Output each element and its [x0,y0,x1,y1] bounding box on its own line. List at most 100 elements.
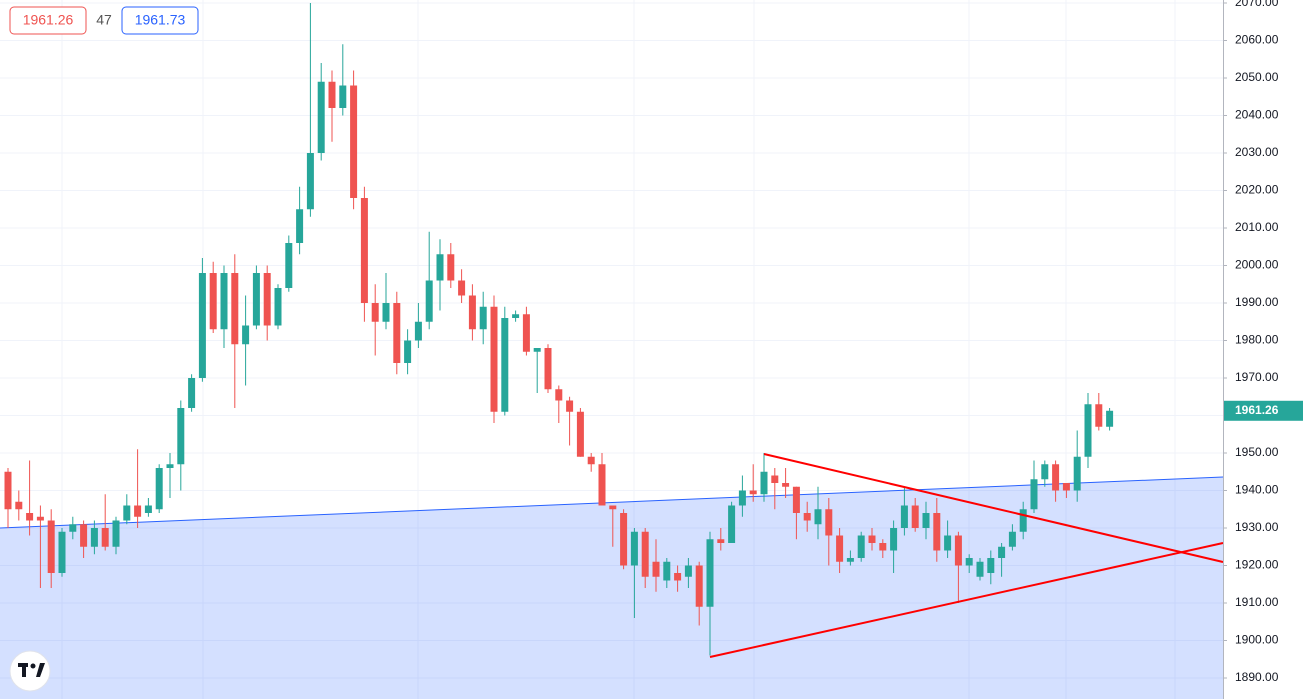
body [231,273,239,345]
body [792,486,800,513]
bid-box [9,6,87,35]
body [911,505,919,528]
body [728,505,736,543]
body [26,513,34,521]
body [371,303,379,322]
ask-box [121,6,199,35]
body [468,295,476,330]
body [695,565,703,607]
y-tick-label: 2020.00 [1235,183,1279,197]
body [339,85,347,108]
body [641,531,649,577]
body [458,280,466,296]
body [868,535,876,543]
body [922,513,930,528]
body [933,513,941,551]
body [134,505,142,517]
price-axis: 1890.00 1900.00 1910.00 1920.00 1930.00 1940.… [1223,0,1279,684]
body [166,464,174,468]
y-tick-label: 2000.00 [1235,258,1279,272]
body [782,483,790,487]
body [1008,531,1016,547]
body [738,490,746,506]
body [717,539,725,543]
trend-line [0,476,1224,529]
body [177,408,185,465]
grid [0,0,1223,699]
last-price-bg [1224,400,1303,421]
y-tick-label: 1980.00 [1235,333,1279,347]
body [112,520,120,547]
body [846,558,854,562]
body [69,524,77,532]
body [544,348,552,390]
body [684,565,692,577]
body [954,535,962,566]
body [533,348,541,352]
body [630,531,638,566]
body [1041,464,1049,480]
body [15,501,23,510]
body [123,505,131,521]
body [47,520,55,573]
triangle-upper [763,453,1224,563]
y-tick-label: 2010.00 [1235,220,1279,234]
body [1062,483,1070,491]
body [1106,410,1114,427]
body [285,243,293,288]
body [512,314,520,318]
y-tick-label: 2060.00 [1235,33,1279,47]
body [101,528,109,547]
body [252,273,260,326]
body [188,378,196,408]
body [803,513,811,521]
body [900,505,908,528]
body [360,198,368,303]
body [382,303,390,322]
y-tick-label: 1910.00 [1235,595,1279,609]
body [36,516,44,521]
body [501,318,509,412]
body [58,531,66,573]
body [242,325,250,345]
body [317,81,325,153]
body [836,535,844,562]
body [825,509,833,536]
y-tick-label: 2070.00 [1235,0,1279,9]
body [609,505,617,510]
body [598,464,606,506]
body [1073,456,1081,491]
body [566,400,574,412]
body [447,254,455,281]
body [296,209,304,243]
body [857,535,865,558]
body [706,539,714,607]
body [987,558,995,573]
body [306,153,314,210]
body [4,471,12,510]
body [1095,404,1103,427]
body [749,490,757,495]
y-tick-label: 1940.00 [1235,483,1279,497]
drawings [709,453,1224,658]
body [144,505,152,513]
body [155,468,163,510]
last-price-label: 1961.26 [1235,403,1279,417]
body [944,535,952,551]
body [522,314,530,352]
body [555,389,563,401]
body [350,85,358,198]
candles [4,3,1114,656]
y-tick-label: 2050.00 [1235,70,1279,84]
body [274,288,282,326]
body [436,254,444,281]
y-tick-label: 1970.00 [1235,370,1279,384]
body [425,280,433,322]
body [1030,479,1038,510]
body [209,273,217,330]
body [620,513,628,566]
body [652,561,660,577]
body [393,303,401,363]
body [576,411,584,457]
